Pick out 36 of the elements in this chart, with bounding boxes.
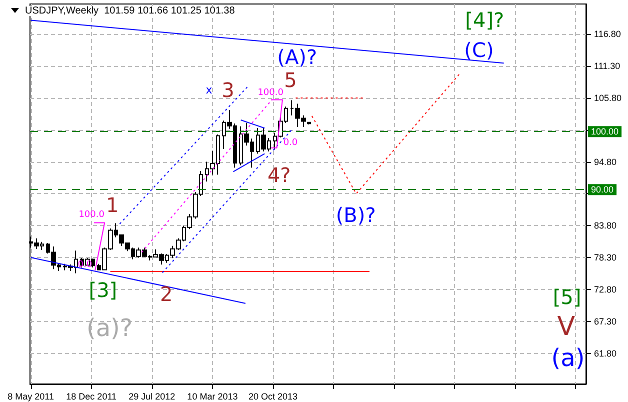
annotation: (A)? bbox=[277, 45, 318, 69]
annotation: 100.0 bbox=[258, 88, 284, 98]
annotation: 100.0 bbox=[78, 210, 105, 220]
annotation: (a)? bbox=[86, 314, 133, 342]
annotation: [3] bbox=[88, 278, 118, 302]
x-tick-label: 8 May 2011 bbox=[8, 392, 54, 402]
y-tick-label: 72.80 bbox=[594, 284, 617, 294]
y-tick-label: 111.30 bbox=[594, 61, 620, 72]
annotation: 3 bbox=[222, 78, 234, 102]
x-tick-label: 20 Oct 2013 bbox=[248, 392, 298, 402]
annotation: 1 bbox=[106, 193, 119, 217]
y-tick-label: 116.80 bbox=[594, 29, 621, 40]
annotation: V bbox=[557, 312, 576, 342]
y-tick-label: 67.30 bbox=[594, 316, 617, 326]
x-tick-label: 18 Dec 2011 bbox=[66, 392, 117, 402]
x-tick-label: 29 Jul 2012 bbox=[128, 392, 176, 402]
annotation: (C) bbox=[464, 38, 494, 62]
y-tick-label: 78.30 bbox=[594, 252, 617, 263]
annotation: 5 bbox=[284, 68, 297, 92]
y-tick-label: 61.80 bbox=[594, 348, 617, 358]
x-tick-label: 10 Mar 2013 bbox=[187, 392, 238, 402]
annotation: USDJPY,Weekly 101.59 101.66 101.25 101.38 bbox=[25, 6, 236, 16]
annotation: 2 bbox=[160, 282, 173, 306]
y-tick-label: 83.80 bbox=[594, 220, 617, 231]
annotation: 4? bbox=[267, 163, 291, 187]
annotation: [5] bbox=[552, 285, 582, 309]
y-tick-label: 105.80 bbox=[594, 92, 622, 103]
annotation: (a) bbox=[551, 344, 585, 372]
annotation: [4]? bbox=[465, 8, 504, 32]
y-tick-label: 94.80 bbox=[594, 156, 617, 167]
candlestick bbox=[307, 122, 311, 125]
annotation: x bbox=[206, 84, 213, 96]
annotation: (B)? bbox=[336, 203, 376, 227]
ref-line-label: 90.00 bbox=[591, 184, 614, 195]
ref-line-label: 100.00 bbox=[591, 126, 619, 137]
annotation: 0.0 bbox=[283, 138, 298, 148]
